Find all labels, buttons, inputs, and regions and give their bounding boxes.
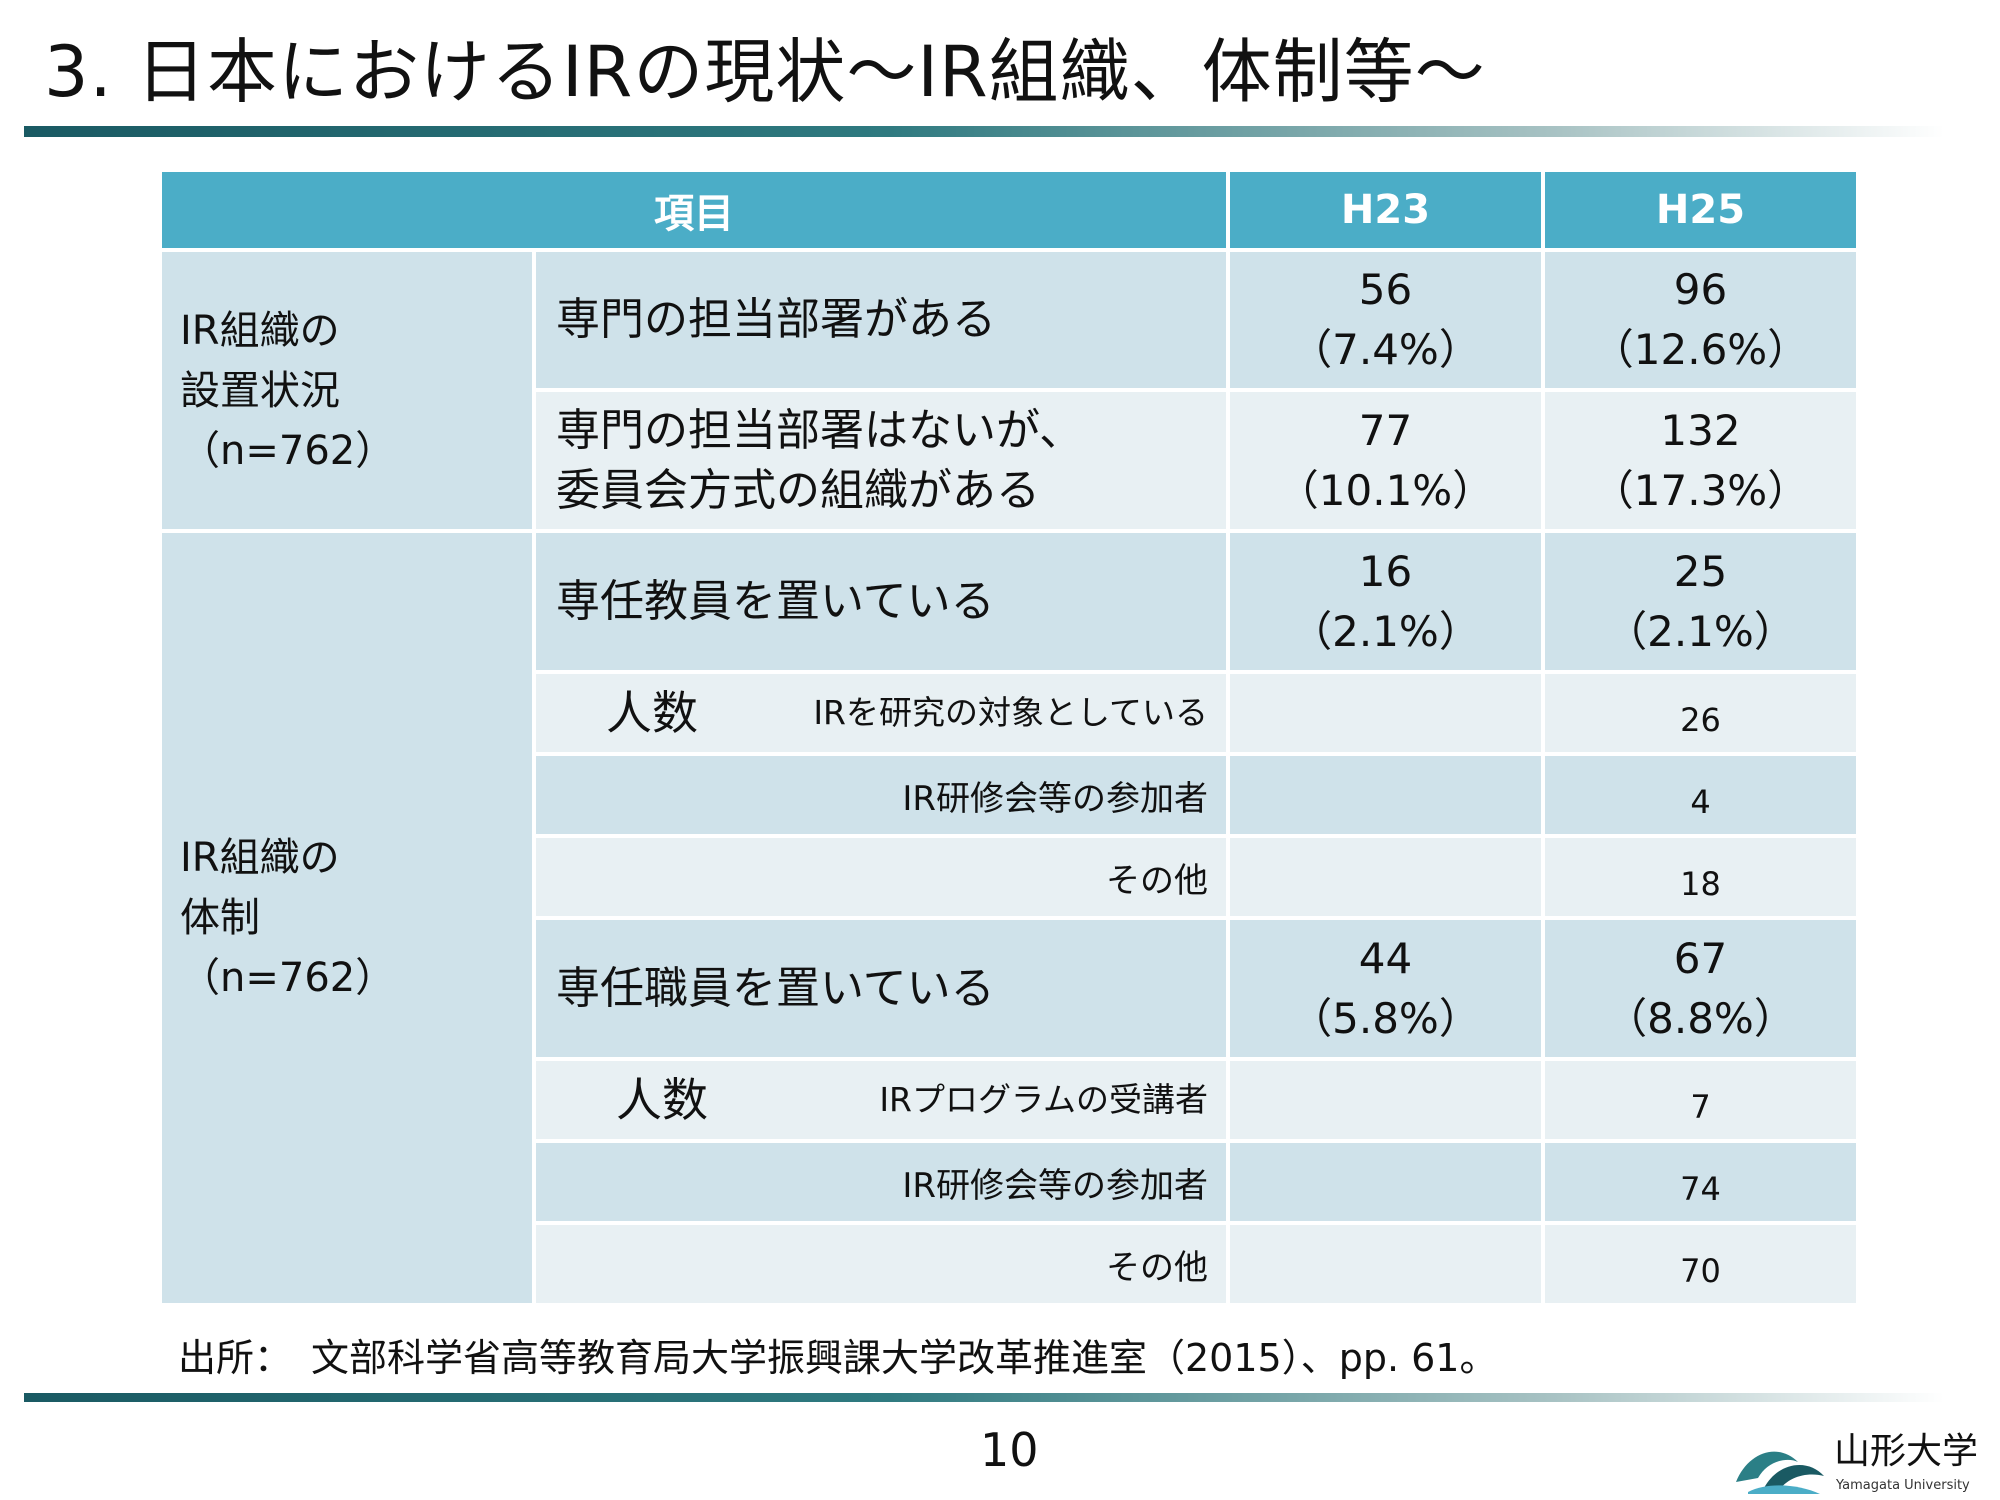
row-item-label: 専任教員を置いている [532,529,1230,674]
cell-h25: 4 [1541,752,1860,838]
table-row: その他 18 [160,834,1860,920]
footer-rule [24,1393,1944,1402]
header-h25: H25 [1541,168,1860,252]
breakdown-label: 人数 IRプログラムの受講者 [532,1057,1230,1143]
table-row: 人数 IRを研究の対象としている 26 [160,670,1860,756]
table-row: 専任職員を置いている 44 （5.8%） 67 （8.8%） [160,916,1860,1061]
cell-h23 [1226,1057,1545,1143]
header-h23: H23 [1226,168,1545,252]
cell-h25: 132 （17.3%） [1541,388,1860,533]
source-citation: 出所： 文部科学省高等教育局大学振興課大学改革推進室（2015）、pp. 61。 [178,1336,1498,1380]
table-row: 専門の担当部署はないが、 委員会方式の組織がある 77 （10.1%） 132 … [160,388,1860,533]
cell-h23: 77 （10.1%） [1226,388,1545,533]
headcount-label: 人数 [616,1073,708,1127]
cell-h23: 16 （2.1%） [1226,529,1545,674]
group-label-setup: IR組織の 設置状況 （n=762） [158,248,536,533]
breakdown-label: IR研修会等の参加者 [532,1139,1230,1225]
cell-h23 [1226,834,1545,920]
logo-name: 山形大学 [1834,1431,1979,1472]
headcount-label: 人数 [606,686,698,740]
row-item-label: 専門の担当部署がある [532,248,1230,392]
table-row: IR組織の 設置状況 （n=762） 専門の担当部署がある 56 （7.4%） … [158,248,1860,533]
table-row: IR研修会等の参加者 74 [160,1139,1860,1225]
row-item-label: 専門の担当部署はないが、 委員会方式の組織がある [532,388,1230,533]
table-row: 人数 IRプログラムの受講者 7 [160,1057,1860,1143]
table-header-row: 項目 H23 H25 [158,168,1860,252]
cell-h25: 18 [1541,834,1860,920]
ir-organization-table: 項目 H23 H25 IR組織の 設置状況 （n=762） 専門の担当部署がある… [158,168,1860,1307]
group-label-structure: IR組織の 体制 （n=762） [158,529,536,1307]
cell-h25: 7 [1541,1057,1860,1143]
page-number: 10 [980,1423,1039,1477]
cell-h25: 26 [1541,670,1860,756]
title-underline [24,126,1944,137]
breakdown-label: 人数 IRを研究の対象としている [532,670,1230,756]
breakdown-label: IR研修会等の参加者 [532,752,1230,838]
cell-h25: 70 [1541,1221,1860,1307]
cell-h25: 74 [1541,1139,1860,1225]
cell-h23: 44 （5.8%） [1226,916,1545,1061]
yamagata-university-logo-icon [1736,1451,1824,1494]
cell-h23 [1226,752,1545,838]
breakdown-label: その他 [532,1221,1230,1307]
cell-h25: 67 （8.8%） [1541,916,1860,1061]
breakdown-label: その他 [532,834,1230,920]
cell-h23 [1226,670,1545,756]
table-row: IR研修会等の参加者 4 [160,752,1860,838]
table-row: その他 70 [160,1221,1860,1307]
cell-h23 [1226,1221,1545,1307]
cell-h23 [1226,1139,1545,1225]
table-row: IR組織の 体制 （n=762） 専任教員を置いている 16 （2.1%） 25… [158,529,1860,1307]
cell-h25: 25 （2.1%） [1541,529,1860,674]
cell-h23: 56 （7.4%） [1226,248,1545,392]
slide-title: 3. 日本におけるIRの現状～IR組織、体制等～ [44,31,1486,113]
row-item-label: 専任職員を置いている [532,916,1230,1061]
logo-subtitle: Yamagata University [1836,1478,1970,1493]
header-item: 項目 [158,168,1230,252]
cell-h25: 96 （12.6%） [1541,248,1860,392]
